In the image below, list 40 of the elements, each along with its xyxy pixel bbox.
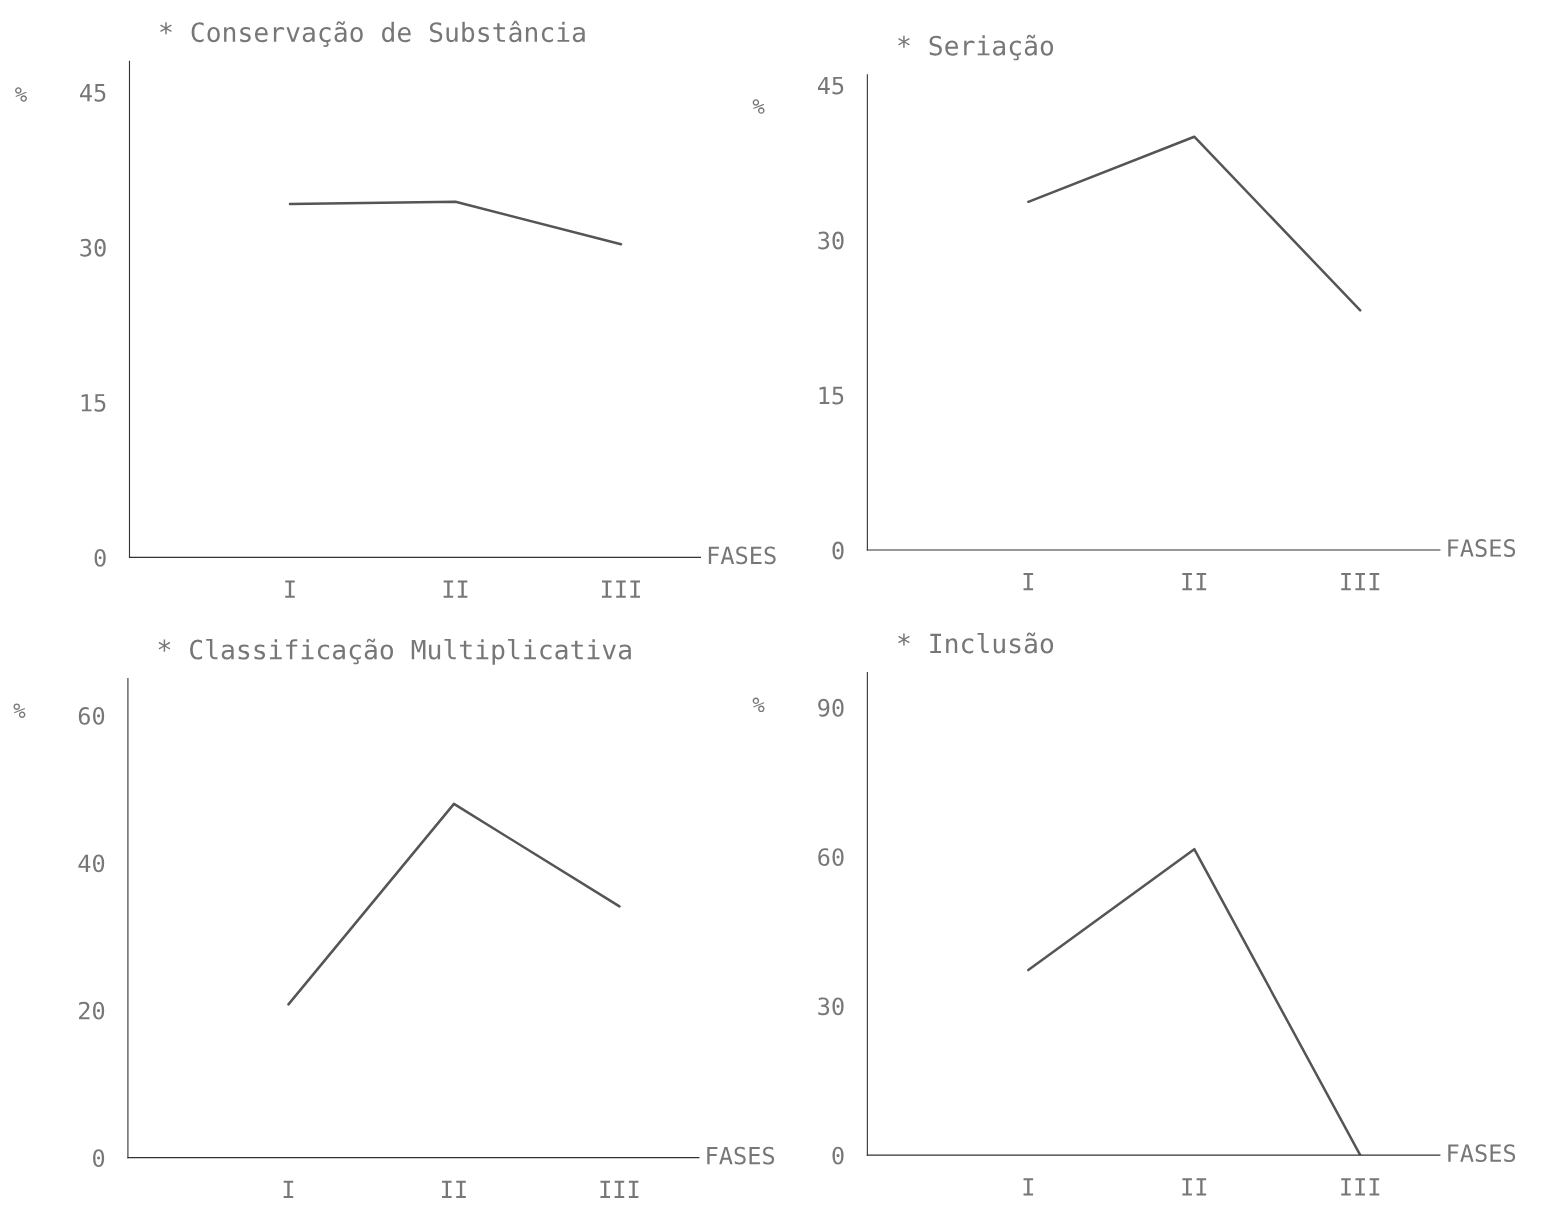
y-tick-label: 15	[819, 386, 844, 405]
y-tick-label: 0	[94, 548, 106, 567]
y-axis-title: %	[13, 703, 26, 718]
x-axis-title: FASES	[1448, 539, 1516, 557]
y-tick-label: 60	[818, 848, 844, 866]
y-tick-label: 40	[78, 854, 105, 873]
x-tick-label: III	[1341, 1178, 1380, 1196]
x-tick-label: II	[442, 1180, 466, 1198]
x-axis-title: FASES	[1448, 1144, 1516, 1163]
y-tick-label: 60	[78, 707, 105, 725]
y-tick-label: 30	[818, 997, 844, 1016]
x-tick-label: I	[1023, 1178, 1034, 1196]
x-tick-label: III	[1341, 573, 1380, 591]
x-tick-label: I	[1023, 573, 1034, 591]
x-tick-label: II	[1182, 1178, 1207, 1196]
x-axis-title: FASES	[708, 546, 776, 565]
x-tick-label: I	[285, 580, 295, 598]
x-tick-label: II	[1182, 573, 1207, 591]
y-tick-label: 45	[817, 76, 844, 95]
y-tick-label: 15	[81, 394, 106, 412]
x-tick-label: I	[283, 1180, 294, 1198]
y-axis-title: %	[752, 697, 765, 713]
chart-title: * Conservação de Substância	[160, 20, 585, 47]
x-tick-label: III	[602, 580, 640, 598]
y-tick-label: 0	[93, 1149, 105, 1167]
y-tick-label: 20	[79, 1001, 105, 1020]
y-tick-label: 0	[832, 541, 844, 560]
x-tick-label: III	[600, 1180, 639, 1198]
chart-title: * Inclusão	[898, 632, 1054, 654]
y-axis-title: %	[15, 87, 27, 102]
y-tick-label: 45	[80, 84, 106, 102]
y-tick-label: 0	[832, 1146, 844, 1165]
chart-title: * Classificação Multiplicativa	[158, 638, 631, 665]
y-tick-label: 30	[80, 238, 106, 257]
chart-title: * Seriação	[898, 34, 1054, 61]
y-axis-title: %	[752, 99, 765, 114]
x-tick-label: II	[443, 580, 468, 598]
x-axis-title: FASES	[707, 1146, 775, 1165]
y-tick-label: 30	[818, 231, 844, 250]
y-tick-label: 90	[818, 698, 844, 717]
